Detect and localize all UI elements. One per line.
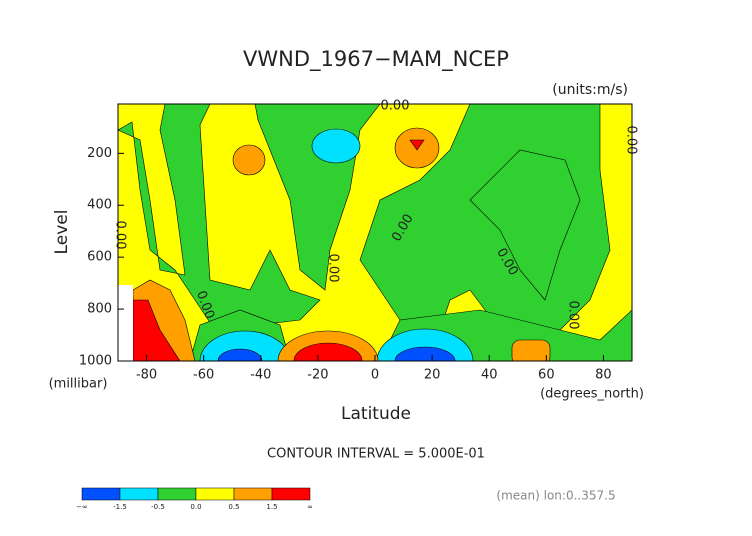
colorbar-label: 1.5 xyxy=(266,503,277,511)
region xyxy=(469,149,581,301)
colorbar-swatch xyxy=(195,487,235,501)
y-tick-label: 400 xyxy=(87,198,112,213)
x-units: (degrees_north) xyxy=(540,387,644,402)
x-tick-label: 20 xyxy=(424,368,441,383)
chart-title: VWND_1967−MAM_NCEP xyxy=(243,47,509,72)
x-tick-label: -40 xyxy=(250,368,271,383)
colorbar-swatch xyxy=(233,487,273,501)
contour-label: 0.00 xyxy=(326,254,341,283)
region xyxy=(311,128,361,164)
colorbar-label: 0.0 xyxy=(190,503,201,511)
x-axis-label: Latitude xyxy=(341,404,411,424)
units: (units:m/s) xyxy=(552,82,628,98)
colorbar-swatch xyxy=(271,487,311,501)
colorbar-label: -1.5 xyxy=(113,503,127,511)
colorbar-label: -0.5 xyxy=(151,503,165,511)
contour-label: 0.00 xyxy=(381,99,410,114)
y-axis-label: Level xyxy=(52,210,72,255)
contour-label: 0.00 xyxy=(566,301,581,330)
x-tick-label: 40 xyxy=(481,368,498,383)
y-tick-label: 800 xyxy=(87,302,112,317)
region xyxy=(293,342,363,361)
region xyxy=(217,348,263,361)
x-tick-label: 80 xyxy=(595,368,612,383)
y-tick-label: 200 xyxy=(87,146,112,161)
y-tick-label: 600 xyxy=(87,250,112,265)
region xyxy=(394,346,456,361)
x-tick-label: 0 xyxy=(371,368,379,383)
y-units: (millibar) xyxy=(49,377,108,392)
x-tick-label: 60 xyxy=(538,368,555,383)
contour-field xyxy=(118,104,632,361)
contour-label: 0.00 xyxy=(113,221,128,250)
footnote: (mean) lon:0..357.5 xyxy=(496,489,615,503)
region xyxy=(232,144,266,176)
region xyxy=(118,104,321,331)
colorbar-swatch xyxy=(81,487,121,501)
x-tick-label: -20 xyxy=(307,368,328,383)
region xyxy=(409,139,425,151)
colorbar-swatch xyxy=(119,487,159,501)
colorbar-label: ∞ xyxy=(307,503,313,511)
x-tick-label: -80 xyxy=(136,368,157,383)
contour-label: 0.00 xyxy=(624,126,639,155)
colorbar-label: 0.5 xyxy=(228,503,239,511)
colorbar-swatch xyxy=(157,487,197,501)
y-tick-label: 1000 xyxy=(79,354,112,369)
colorbar-label: −∞ xyxy=(76,503,88,511)
region xyxy=(511,339,551,361)
contour-interval: CONTOUR INTERVAL = 5.000E-01 xyxy=(267,447,485,462)
missing-area xyxy=(118,285,133,361)
x-tick-label: -60 xyxy=(193,368,214,383)
